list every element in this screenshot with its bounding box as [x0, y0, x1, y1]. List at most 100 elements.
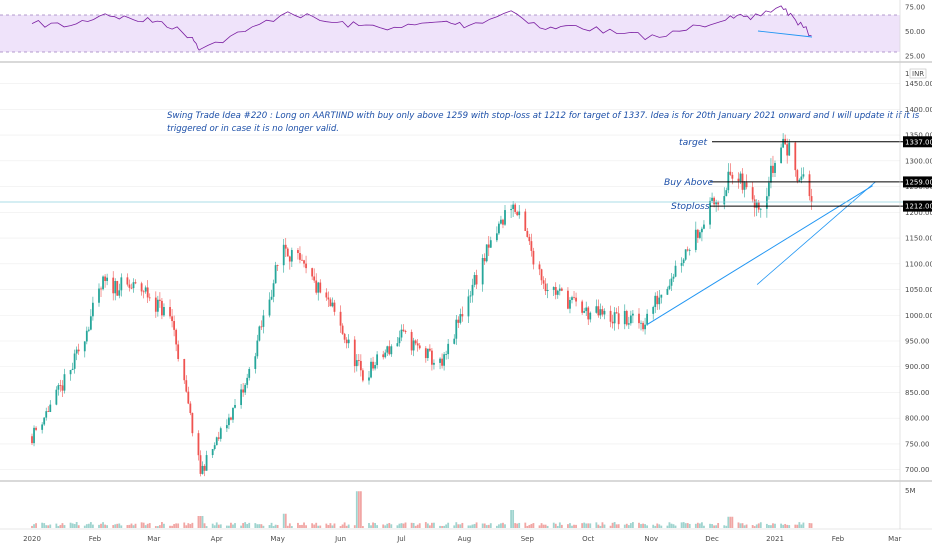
candle-body [142, 291, 145, 293]
volume-bar [256, 524, 259, 528]
volume-bar [106, 525, 109, 528]
candle-body [61, 385, 64, 391]
candle-body [203, 465, 206, 471]
volume-bar [31, 525, 33, 528]
volume-bar [388, 523, 391, 528]
svg-text:1212.00: 1212.00 [905, 203, 932, 211]
price-tick-label: 900.00 [905, 363, 930, 371]
candle-body [794, 142, 797, 171]
candle-body [727, 171, 730, 191]
volume-bar [569, 523, 571, 528]
price-tick-label: 850.00 [905, 389, 930, 397]
candle-body [654, 295, 657, 308]
volume-bar [258, 524, 261, 528]
candle-body [370, 361, 372, 378]
candle-body [652, 307, 655, 314]
candle-body [668, 285, 671, 289]
candle-body [217, 437, 220, 439]
candle-body [353, 339, 356, 367]
volume-bar [595, 522, 598, 528]
candle-body [737, 178, 740, 182]
volume-bar [538, 525, 541, 528]
candle-body [189, 403, 192, 414]
volume-bar [713, 525, 715, 528]
volume-bar [638, 522, 640, 528]
candle-body [615, 312, 618, 314]
volume-bar [217, 524, 220, 528]
volume-bar [35, 523, 37, 528]
candle-body [290, 250, 293, 262]
candle-body [372, 361, 374, 369]
candle-body [154, 297, 157, 312]
volume-bar [453, 525, 456, 528]
volume-bar [83, 525, 86, 528]
volume-bar [609, 525, 612, 528]
candle-body [457, 319, 460, 323]
volume-bar [57, 526, 60, 528]
candle-body [739, 173, 742, 182]
volume-bar [642, 523, 644, 528]
volume-bar [102, 522, 104, 528]
candle-body [47, 411, 50, 412]
volume-bar [782, 524, 785, 528]
price-tick-label: 1450.00 [905, 80, 932, 88]
volume-bar [745, 524, 748, 528]
candle-body [234, 404, 236, 408]
volume-bar [528, 524, 531, 528]
volume-bar [116, 523, 119, 528]
trendline-secondary [756, 181, 876, 285]
candle-body [185, 380, 188, 392]
candle-body [368, 377, 370, 381]
candle-body [215, 437, 218, 446]
rsi-tick-label: 75.00 [905, 3, 925, 11]
volume-bar [727, 516, 730, 528]
volume-bar [118, 523, 121, 528]
volume-bar [341, 524, 344, 528]
volume-bar [225, 525, 228, 528]
candle-body [629, 315, 632, 324]
volume-bar [483, 523, 486, 528]
volume-bar [61, 523, 64, 528]
volume-bar [571, 525, 573, 528]
candle-body [723, 196, 726, 205]
candle-body [177, 344, 180, 359]
volume-bar [148, 523, 151, 528]
volume-bar [514, 523, 517, 528]
buy-above-label: Buy Above [664, 177, 714, 188]
volume-bar [43, 523, 46, 528]
volume-bar [85, 524, 88, 528]
candle-body [163, 307, 165, 316]
candle-body [558, 288, 561, 291]
candle-body [504, 210, 506, 225]
candle-body [77, 349, 80, 352]
target-price-tag: 1337.00 [903, 136, 932, 148]
currency-label: INR [912, 70, 924, 78]
candle-body [644, 324, 646, 330]
candle-body [112, 277, 115, 294]
candle-body [453, 338, 456, 344]
volume-bar [615, 524, 618, 528]
volume-bar [130, 523, 133, 528]
volume-bar [276, 524, 279, 528]
time-tick-label: Jul [396, 535, 406, 543]
volume-bar [327, 525, 330, 528]
volume-bar [146, 523, 149, 528]
candle-body [475, 275, 478, 285]
candle-body [73, 353, 76, 369]
candle-body [810, 196, 813, 203]
candle-body [609, 310, 612, 322]
volume-bar [723, 525, 726, 528]
candle-body [516, 211, 519, 216]
volume-bar [475, 522, 478, 528]
volume-bar [717, 523, 720, 528]
time-axis: 2020 Feb Mar Apr May Jun Jul Aug Sep Oct Nov Dec 202… [23, 535, 901, 543]
time-tick-label: 2020 [23, 535, 41, 543]
volume-bar [672, 524, 675, 528]
volume-bar [317, 525, 320, 528]
volume-bar [743, 525, 746, 528]
volume-bar [161, 522, 163, 528]
volume-bar [467, 525, 470, 528]
volume-bar [240, 525, 242, 528]
volume-bar [376, 525, 379, 528]
candle-body [688, 249, 691, 251]
